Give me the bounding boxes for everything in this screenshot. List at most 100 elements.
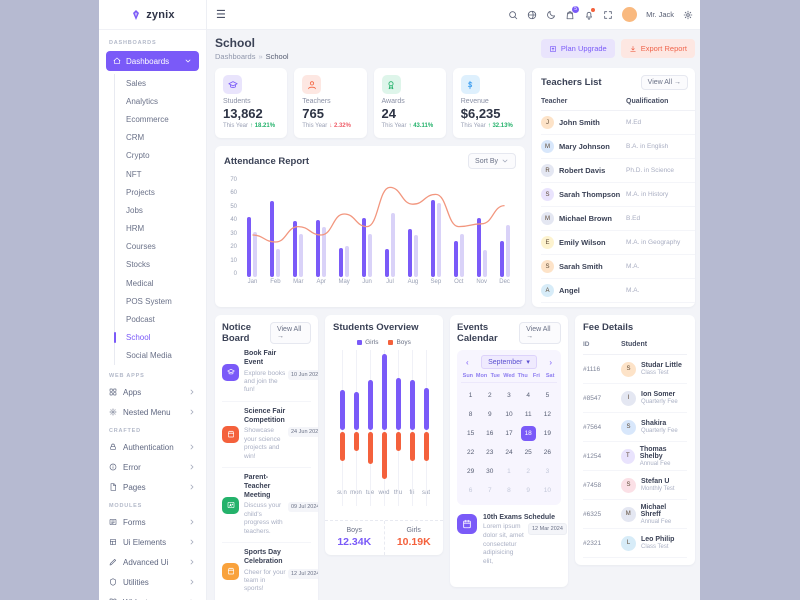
sidebar-subitem[interactable]: HRM	[126, 220, 206, 238]
calendar-date-cell[interactable]: 26	[543, 448, 551, 456]
calendar-date-cell[interactable]: 2	[526, 467, 530, 475]
fullscreen-icon[interactable]	[603, 10, 613, 20]
table-row[interactable]: S Sarah Smith M.A. M	[541, 255, 695, 279]
table-row[interactable]: M Michael Brown B.Ed C	[541, 207, 695, 231]
export-report-button[interactable]: Export Report	[620, 39, 695, 58]
month-bar-group[interactable]	[356, 177, 379, 277]
month-bar-group[interactable]	[310, 177, 333, 277]
month-bar-group[interactable]	[447, 177, 470, 277]
calendar-date-cell[interactable]: 1	[507, 467, 511, 475]
table-row[interactable]: M Mary Johnson B.A. in English E	[541, 135, 695, 159]
calendar-date-cell[interactable]: 6	[468, 486, 473, 494]
calendar-date-cell[interactable]: 10	[505, 410, 513, 418]
sidebar-subitem[interactable]: Analytics	[126, 92, 206, 110]
day-bar[interactable]: sat	[419, 350, 433, 520]
list-item[interactable]: Science Fair Competition Showcase your s…	[222, 402, 318, 469]
sidebar-subitem[interactable]: Stocks	[126, 256, 206, 274]
table-row[interactable]: J John Smith M.Ed M	[541, 111, 695, 135]
sidebar-subitem[interactable]: Crypto	[126, 147, 206, 165]
calendar-date-cell[interactable]: 3	[507, 391, 511, 399]
day-bar[interactable]: wed	[377, 350, 391, 520]
calendar-date-cell[interactable]: 2	[487, 391, 492, 399]
sidebar-subitem[interactable]: CRM	[126, 129, 206, 147]
sidebar-subitem[interactable]: NFT	[126, 165, 206, 183]
hamburger-menu-icon[interactable]: ☰	[216, 9, 226, 21]
calendar-date-cell[interactable]: 8	[507, 486, 511, 494]
teachers-view-all-button[interactable]: View All →	[640, 75, 688, 90]
sort-by-dropdown[interactable]: Sort By	[468, 153, 516, 169]
calendar-next-button[interactable]: ›	[549, 357, 552, 367]
sidebar-subitem[interactable]: Projects	[126, 183, 206, 201]
day-bar[interactable]: sun	[335, 350, 349, 520]
calendar-date-cell[interactable]: 10	[543, 486, 551, 494]
month-bar-group[interactable]	[470, 177, 493, 277]
calendar-date-cell[interactable]: 17	[505, 429, 513, 437]
table-row[interactable]: #1116 S Studar Little Class Test	[583, 355, 687, 384]
sidebar-item[interactable]: Widgets	[99, 592, 206, 600]
logo[interactable]: zynix	[99, 0, 206, 30]
calendar-date-cell[interactable]: 3	[545, 467, 550, 475]
day-bar[interactable]: mon	[349, 350, 363, 520]
calendar-date-cell[interactable]: 5	[545, 391, 550, 399]
settings-gear-icon[interactable]	[683, 9, 693, 20]
calendar-date-cell[interactable]: 22	[466, 448, 475, 456]
table-row[interactable]: R Robert Davis Ph.D. in Science P	[541, 159, 695, 183]
list-item[interactable]: Parent-Teacher Meeting Discuss your chil…	[222, 468, 318, 544]
calendar-date-cell[interactable]: 8	[468, 410, 473, 418]
calendar-date-cell[interactable]: 4	[526, 391, 530, 399]
notifications-bell-icon[interactable]	[584, 7, 596, 20]
table-row[interactable]: E Emily Wilson M.A. in Geography G	[541, 231, 695, 255]
calendar-prev-button[interactable]: ‹	[466, 357, 469, 367]
month-bar-group[interactable]	[241, 177, 264, 277]
day-bar[interactable]: thu	[391, 350, 405, 520]
table-row[interactable]: #7564 S Shakira Quarterly Fee	[583, 413, 687, 442]
calendar-date-cell[interactable]: 12	[543, 410, 551, 418]
sidebar-item[interactable]: Authentication	[99, 437, 206, 457]
calendar-date-cell[interactable]: 7	[487, 486, 492, 494]
calendar-date-cell[interactable]: 24	[505, 448, 513, 456]
calendar-date-cell[interactable]: 19	[543, 429, 551, 437]
month-bar-group[interactable]	[379, 177, 402, 277]
search-icon[interactable]	[508, 10, 518, 20]
sidebar-item[interactable]: Advanced Ui	[99, 552, 206, 572]
month-bar-group[interactable]	[493, 177, 516, 277]
calendar-date-cell[interactable]: 23	[486, 448, 494, 456]
sidebar-item[interactable]: Ui Elements	[99, 532, 206, 552]
calendar-date-cell[interactable]: 29	[466, 467, 475, 475]
month-dropdown[interactable]: September ▾	[481, 355, 537, 369]
breadcrumb-parent[interactable]: Dashboards	[215, 52, 256, 61]
sidebar-subitem[interactable]: Jobs	[126, 201, 206, 219]
month-bar-group[interactable]	[333, 177, 356, 277]
month-bar-group[interactable]	[264, 177, 287, 277]
sidebar-item[interactable]: Pages	[99, 477, 206, 497]
list-item[interactable]: Sports Day Celebration Cheer for your te…	[222, 543, 318, 600]
calendar-date-cell[interactable]: 11	[524, 410, 532, 418]
month-bar-group[interactable]	[287, 177, 310, 277]
plan-upgrade-button[interactable]: Plan Upgrade	[540, 39, 615, 58]
calendar-date-cell[interactable]: 18	[519, 424, 538, 442]
sidebar-subitem[interactable]: Ecommerce	[126, 110, 206, 128]
calendar-date-cell[interactable]: 16	[486, 429, 494, 437]
calendar-date-cell[interactable]: 1	[468, 391, 473, 399]
user-avatar[interactable]	[622, 7, 638, 22]
sidebar-item[interactable]: Forms	[99, 512, 206, 532]
month-bar-group[interactable]	[401, 177, 424, 277]
sidebar-subitem[interactable]: Courses	[126, 238, 206, 256]
calendar-date-cell[interactable]: 9	[526, 486, 530, 494]
events-view-all-button[interactable]: View All →	[519, 322, 561, 344]
day-bar[interactable]: tue	[363, 350, 377, 520]
sidebar-item[interactable]: Nested Menu	[99, 402, 206, 422]
sidebar-subitem[interactable]: Social Media	[126, 347, 206, 365]
month-bar-group[interactable]	[424, 177, 447, 277]
calendar-date-cell[interactable]: 15	[466, 429, 475, 437]
language-icon[interactable]	[527, 10, 537, 20]
table-row[interactable]: S Sarah Thompson M.A. in History M	[541, 183, 695, 207]
day-bar[interactable]: fri	[405, 350, 419, 520]
sidebar-item-dashboards[interactable]: Dashboards	[106, 51, 199, 71]
table-row[interactable]: #8547 I Ion Somer Quarterly Fee	[583, 384, 687, 413]
event-item[interactable]: 10th Exams Schedule Lorem ipsum dolor si…	[457, 514, 567, 567]
calendar-date-cell[interactable]: 30	[486, 467, 494, 475]
sidebar-item[interactable]: Error	[99, 457, 206, 477]
table-row[interactable]: A Angel M.A. T	[541, 279, 695, 303]
sidebar-item[interactable]: Apps	[99, 382, 206, 402]
